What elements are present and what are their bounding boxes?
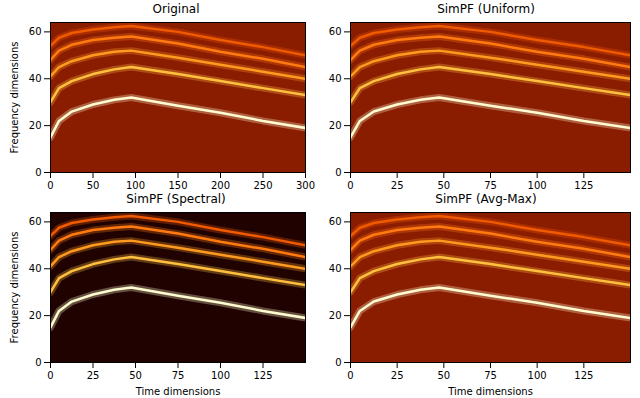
svg-text:60: 60	[329, 216, 342, 227]
svg-text:60: 60	[29, 216, 42, 227]
svg-text:250: 250	[253, 180, 272, 190]
svg-text:Frequency dimensions: Frequency dimensions	[9, 232, 20, 344]
svg-text:50: 50	[129, 370, 142, 381]
svg-text:40: 40	[29, 263, 42, 274]
svg-text:75: 75	[484, 180, 497, 190]
svg-text:Frequency dimensions: Frequency dimensions	[9, 42, 20, 154]
html-text:SimPF (Uniform): SimPF (Uniform)	[437, 2, 535, 16]
svg-text:20: 20	[329, 310, 342, 321]
svg-text:60: 60	[29, 26, 42, 37]
svg-text:0: 0	[335, 357, 341, 368]
svg-text:20: 20	[29, 120, 42, 131]
svg-text:60: 60	[329, 26, 342, 37]
svg-text:20: 20	[329, 120, 342, 131]
svg-text:0: 0	[35, 167, 41, 178]
svg-text:75: 75	[172, 370, 185, 381]
svg-text:100: 100	[528, 180, 547, 190]
svg-text:200: 200	[211, 180, 230, 190]
svg-text:100: 100	[126, 180, 145, 190]
svg-text:25: 25	[391, 180, 404, 190]
svg-text:0: 0	[335, 167, 341, 178]
svg-text:40: 40	[329, 263, 342, 274]
svg-text:125: 125	[574, 180, 593, 190]
svg-text:25: 25	[391, 370, 404, 381]
svg-text:25: 25	[87, 370, 100, 381]
svg-text:40: 40	[329, 73, 342, 84]
svg-text:0: 0	[47, 180, 53, 190]
svg-text:50: 50	[437, 180, 450, 190]
svg-text:50: 50	[437, 370, 450, 381]
svg-text:0: 0	[347, 370, 353, 381]
svg-text:300: 300	[296, 180, 315, 190]
svg-text:75: 75	[484, 370, 497, 381]
svg-text:100: 100	[211, 370, 230, 381]
svg-text:Time dimensions: Time dimensions	[135, 386, 221, 397]
svg-text:125: 125	[574, 370, 593, 381]
svg-text:20: 20	[29, 310, 42, 321]
html-text:SimPF (Avg-Max): SimPF (Avg-Max)	[435, 192, 537, 206]
svg-text:40: 40	[29, 73, 42, 84]
html-text:SimPF (Spectral): SimPF (Spectral)	[126, 192, 226, 206]
svg-text:0: 0	[35, 357, 41, 368]
svg-text:Time dimensions: Time dimensions	[447, 386, 533, 397]
svg-text:50: 50	[87, 180, 100, 190]
svg-text:100: 100	[528, 370, 547, 381]
svg-text:0: 0	[47, 370, 53, 381]
svg-text:125: 125	[253, 370, 272, 381]
svg-text:0: 0	[347, 180, 353, 190]
html-text:Original: Original	[152, 2, 200, 16]
svg-text:150: 150	[168, 180, 187, 190]
